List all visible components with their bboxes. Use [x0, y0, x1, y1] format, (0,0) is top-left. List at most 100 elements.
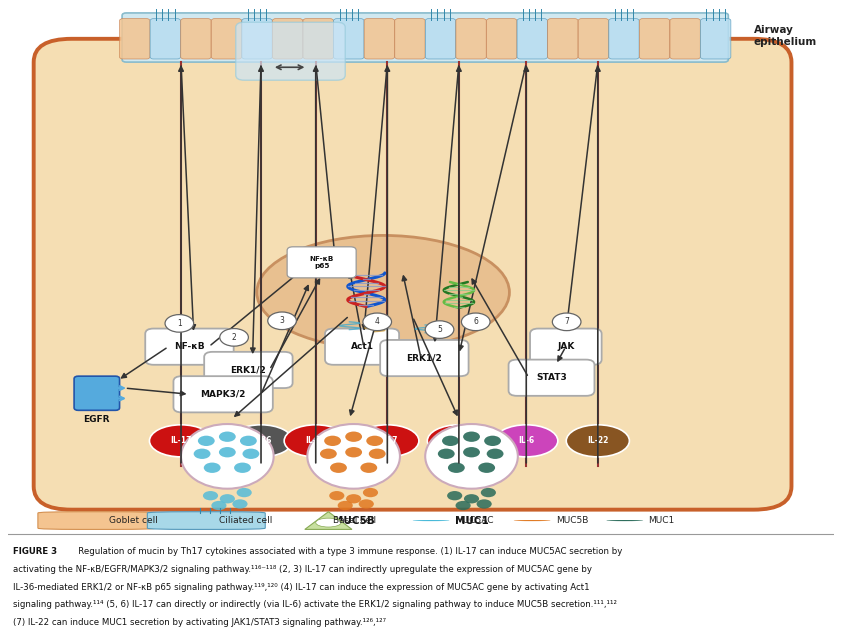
- FancyBboxPatch shape: [38, 512, 156, 529]
- Circle shape: [369, 449, 386, 459]
- Circle shape: [461, 313, 490, 331]
- Ellipse shape: [229, 425, 293, 457]
- Circle shape: [240, 435, 257, 446]
- FancyBboxPatch shape: [487, 19, 517, 59]
- Text: Goblet cell: Goblet cell: [109, 516, 158, 525]
- Circle shape: [219, 447, 236, 457]
- Text: Basal cell: Basal cell: [333, 516, 376, 525]
- Circle shape: [606, 520, 643, 521]
- Circle shape: [442, 435, 459, 446]
- Circle shape: [330, 463, 347, 473]
- FancyBboxPatch shape: [670, 19, 701, 59]
- Text: 3: 3: [280, 316, 285, 326]
- Circle shape: [456, 501, 471, 510]
- FancyBboxPatch shape: [365, 19, 395, 59]
- FancyBboxPatch shape: [181, 19, 211, 59]
- FancyBboxPatch shape: [325, 329, 399, 365]
- Text: NF-κB
p65: NF-κB p65: [310, 256, 333, 269]
- FancyBboxPatch shape: [211, 19, 242, 59]
- Circle shape: [329, 491, 344, 500]
- Circle shape: [345, 432, 362, 442]
- FancyBboxPatch shape: [639, 19, 669, 59]
- FancyBboxPatch shape: [173, 376, 273, 413]
- Text: Act1: Act1: [350, 342, 374, 351]
- Ellipse shape: [428, 425, 490, 457]
- Circle shape: [478, 463, 495, 473]
- Text: IL-36-mediated ERK1/2 or NF-κB p65 signaling pathway.¹¹⁹,¹²⁰ (4) IL-17 can induc: IL-36-mediated ERK1/2 or NF-κB p65 signa…: [13, 582, 589, 591]
- Text: IL-17: IL-17: [170, 437, 192, 445]
- Circle shape: [363, 488, 378, 497]
- Circle shape: [320, 449, 337, 459]
- Text: activating the NF-κB/EGFR/MAPK3/2 signaling pathway.¹¹⁶⁻¹¹⁸ (2, 3) IL-17 can ind: activating the NF-κB/EGFR/MAPK3/2 signal…: [13, 565, 592, 574]
- FancyBboxPatch shape: [425, 19, 456, 59]
- Circle shape: [481, 488, 496, 497]
- Circle shape: [363, 313, 392, 331]
- FancyBboxPatch shape: [34, 39, 791, 510]
- Text: MUC5B: MUC5B: [333, 516, 375, 526]
- Circle shape: [464, 494, 479, 504]
- Ellipse shape: [495, 425, 558, 457]
- Ellipse shape: [181, 424, 274, 488]
- Circle shape: [447, 491, 462, 500]
- Circle shape: [220, 494, 235, 504]
- FancyBboxPatch shape: [333, 19, 364, 59]
- Circle shape: [242, 449, 259, 459]
- Text: IL-22: IL-22: [587, 437, 609, 445]
- Circle shape: [211, 501, 226, 510]
- Text: NF-κB: NF-κB: [174, 342, 205, 351]
- Text: IL-17: IL-17: [448, 437, 470, 445]
- Text: MUC1: MUC1: [455, 516, 488, 526]
- Circle shape: [360, 463, 377, 473]
- FancyBboxPatch shape: [74, 376, 120, 410]
- Text: IL-6: IL-6: [518, 437, 535, 445]
- Ellipse shape: [566, 425, 630, 457]
- Text: ERK1/2: ERK1/2: [231, 365, 266, 374]
- FancyBboxPatch shape: [517, 19, 547, 59]
- Text: MUC5AC: MUC5AC: [455, 516, 493, 525]
- FancyBboxPatch shape: [242, 19, 272, 59]
- Circle shape: [413, 520, 450, 521]
- FancyBboxPatch shape: [150, 19, 180, 59]
- Text: ERK1/2: ERK1/2: [407, 353, 442, 363]
- Ellipse shape: [356, 425, 419, 457]
- FancyBboxPatch shape: [509, 360, 594, 396]
- FancyBboxPatch shape: [609, 19, 639, 59]
- FancyBboxPatch shape: [530, 329, 601, 365]
- FancyBboxPatch shape: [547, 19, 578, 59]
- Circle shape: [448, 463, 465, 473]
- Text: 1: 1: [177, 319, 182, 328]
- Ellipse shape: [307, 424, 400, 488]
- FancyBboxPatch shape: [205, 352, 293, 388]
- Circle shape: [359, 499, 374, 509]
- Text: 5: 5: [437, 325, 442, 334]
- FancyBboxPatch shape: [287, 247, 356, 278]
- Circle shape: [203, 491, 218, 500]
- FancyBboxPatch shape: [395, 19, 425, 59]
- Text: (7) IL-22 can induce MUC1 secretion by activating JAK1/STAT3 signaling pathway.¹: (7) IL-22 can induce MUC1 secretion by a…: [13, 618, 386, 627]
- Circle shape: [487, 449, 504, 459]
- Circle shape: [345, 447, 362, 457]
- FancyBboxPatch shape: [236, 22, 345, 80]
- FancyBboxPatch shape: [456, 19, 486, 59]
- Circle shape: [268, 312, 296, 329]
- Ellipse shape: [257, 235, 509, 350]
- Text: IL-17: IL-17: [305, 437, 327, 445]
- FancyBboxPatch shape: [147, 512, 265, 529]
- Text: 4: 4: [375, 317, 380, 326]
- Ellipse shape: [425, 424, 518, 488]
- Circle shape: [366, 435, 383, 446]
- Circle shape: [232, 499, 248, 509]
- Circle shape: [204, 463, 221, 473]
- FancyBboxPatch shape: [145, 329, 233, 365]
- Circle shape: [438, 449, 455, 459]
- Text: IL-36: IL-36: [250, 437, 272, 445]
- Text: STAT3: STAT3: [536, 373, 567, 382]
- Text: IL-17: IL-17: [376, 437, 398, 445]
- Circle shape: [425, 321, 454, 338]
- Text: Ciliated cell: Ciliated cell: [219, 516, 272, 525]
- Circle shape: [194, 449, 210, 459]
- Ellipse shape: [316, 518, 341, 527]
- Circle shape: [234, 463, 251, 473]
- Text: 7: 7: [564, 317, 569, 326]
- Circle shape: [477, 499, 492, 509]
